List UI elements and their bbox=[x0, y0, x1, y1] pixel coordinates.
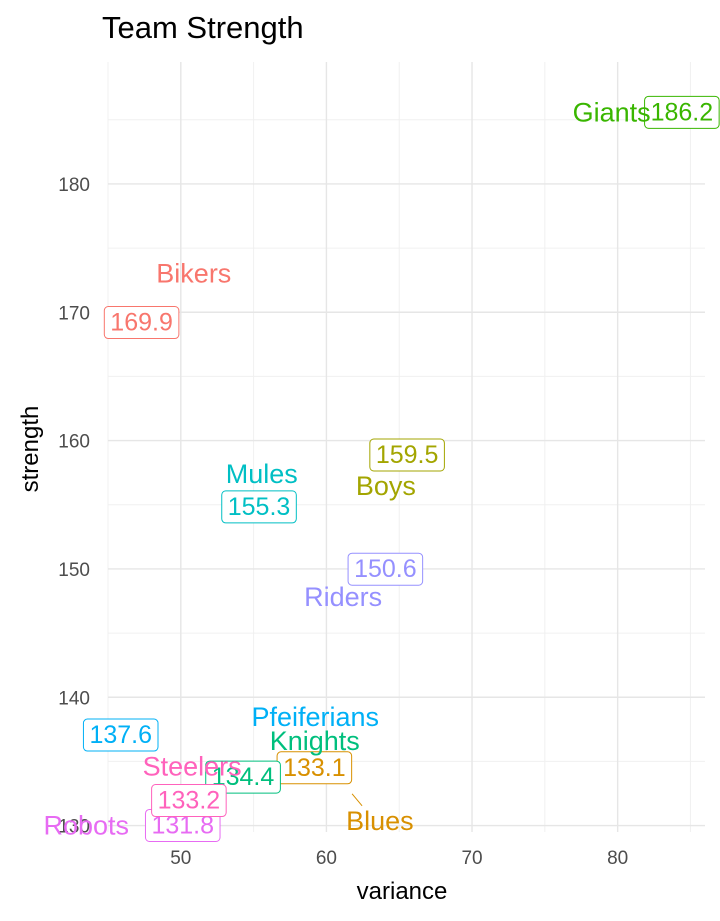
value-label: 150.6 bbox=[354, 555, 417, 583]
point-name-label: Mules bbox=[226, 459, 298, 489]
value-label: 137.6 bbox=[89, 721, 152, 749]
data-point-pfeiferians: 137.6 Pfeiferians bbox=[82, 702, 379, 752]
point-name-label: Riders bbox=[304, 582, 382, 612]
x-tick-label: 70 bbox=[461, 848, 482, 869]
value-label: 155.3 bbox=[228, 493, 291, 521]
y-tick-label: 160 bbox=[58, 432, 90, 453]
value-label-box bbox=[103, 306, 180, 340]
point-name-label: Giants bbox=[573, 97, 651, 127]
value-label-box bbox=[221, 490, 297, 524]
value-label-box bbox=[644, 95, 720, 129]
x-tick-label: 50 bbox=[170, 848, 191, 869]
axis-ticks: 50 60 70 80 130 140 150 160 170 180 bbox=[58, 175, 628, 869]
point-name-label: Blues bbox=[346, 806, 414, 836]
y-tick-label: 130 bbox=[58, 817, 90, 838]
y-tick-label: 170 bbox=[58, 303, 90, 324]
value-label-box bbox=[151, 784, 227, 818]
y-tick-label: 140 bbox=[58, 688, 90, 709]
value-label-box bbox=[82, 718, 159, 752]
point-name-label: Steelers bbox=[143, 752, 242, 782]
point-name-label: Boys bbox=[356, 471, 416, 501]
x-tick-label: 80 bbox=[607, 848, 628, 869]
leader-line bbox=[351, 793, 363, 807]
x-tick-label: 60 bbox=[316, 848, 337, 869]
data-point-steelers: 133.2 Steelers bbox=[143, 752, 242, 818]
value-label: 133.2 bbox=[158, 787, 221, 815]
y-tick-label: 180 bbox=[58, 175, 90, 196]
point-name-label: Pfeiferians bbox=[251, 702, 379, 732]
value-label-box bbox=[347, 552, 424, 586]
value-label: 169.9 bbox=[110, 309, 173, 337]
y-axis-title: strength bbox=[17, 406, 44, 493]
x-axis-title: variance bbox=[357, 878, 448, 905]
value-label: 159.5 bbox=[376, 441, 439, 469]
value-label: 133.1 bbox=[283, 754, 346, 782]
data-point-bikers: 169.9 Bikers bbox=[103, 259, 231, 340]
value-label: 186.2 bbox=[651, 98, 714, 126]
point-name-label: Bikers bbox=[156, 259, 231, 289]
y-tick-label: 150 bbox=[58, 560, 90, 581]
data-point-mules: 155.3 Mules bbox=[221, 459, 298, 524]
chart-title: Team Strength bbox=[102, 10, 304, 45]
point-name-label: Knights bbox=[270, 726, 360, 756]
value-label-box bbox=[369, 438, 445, 472]
grid bbox=[107, 62, 705, 832]
point-name-label: Robots bbox=[43, 810, 129, 840]
